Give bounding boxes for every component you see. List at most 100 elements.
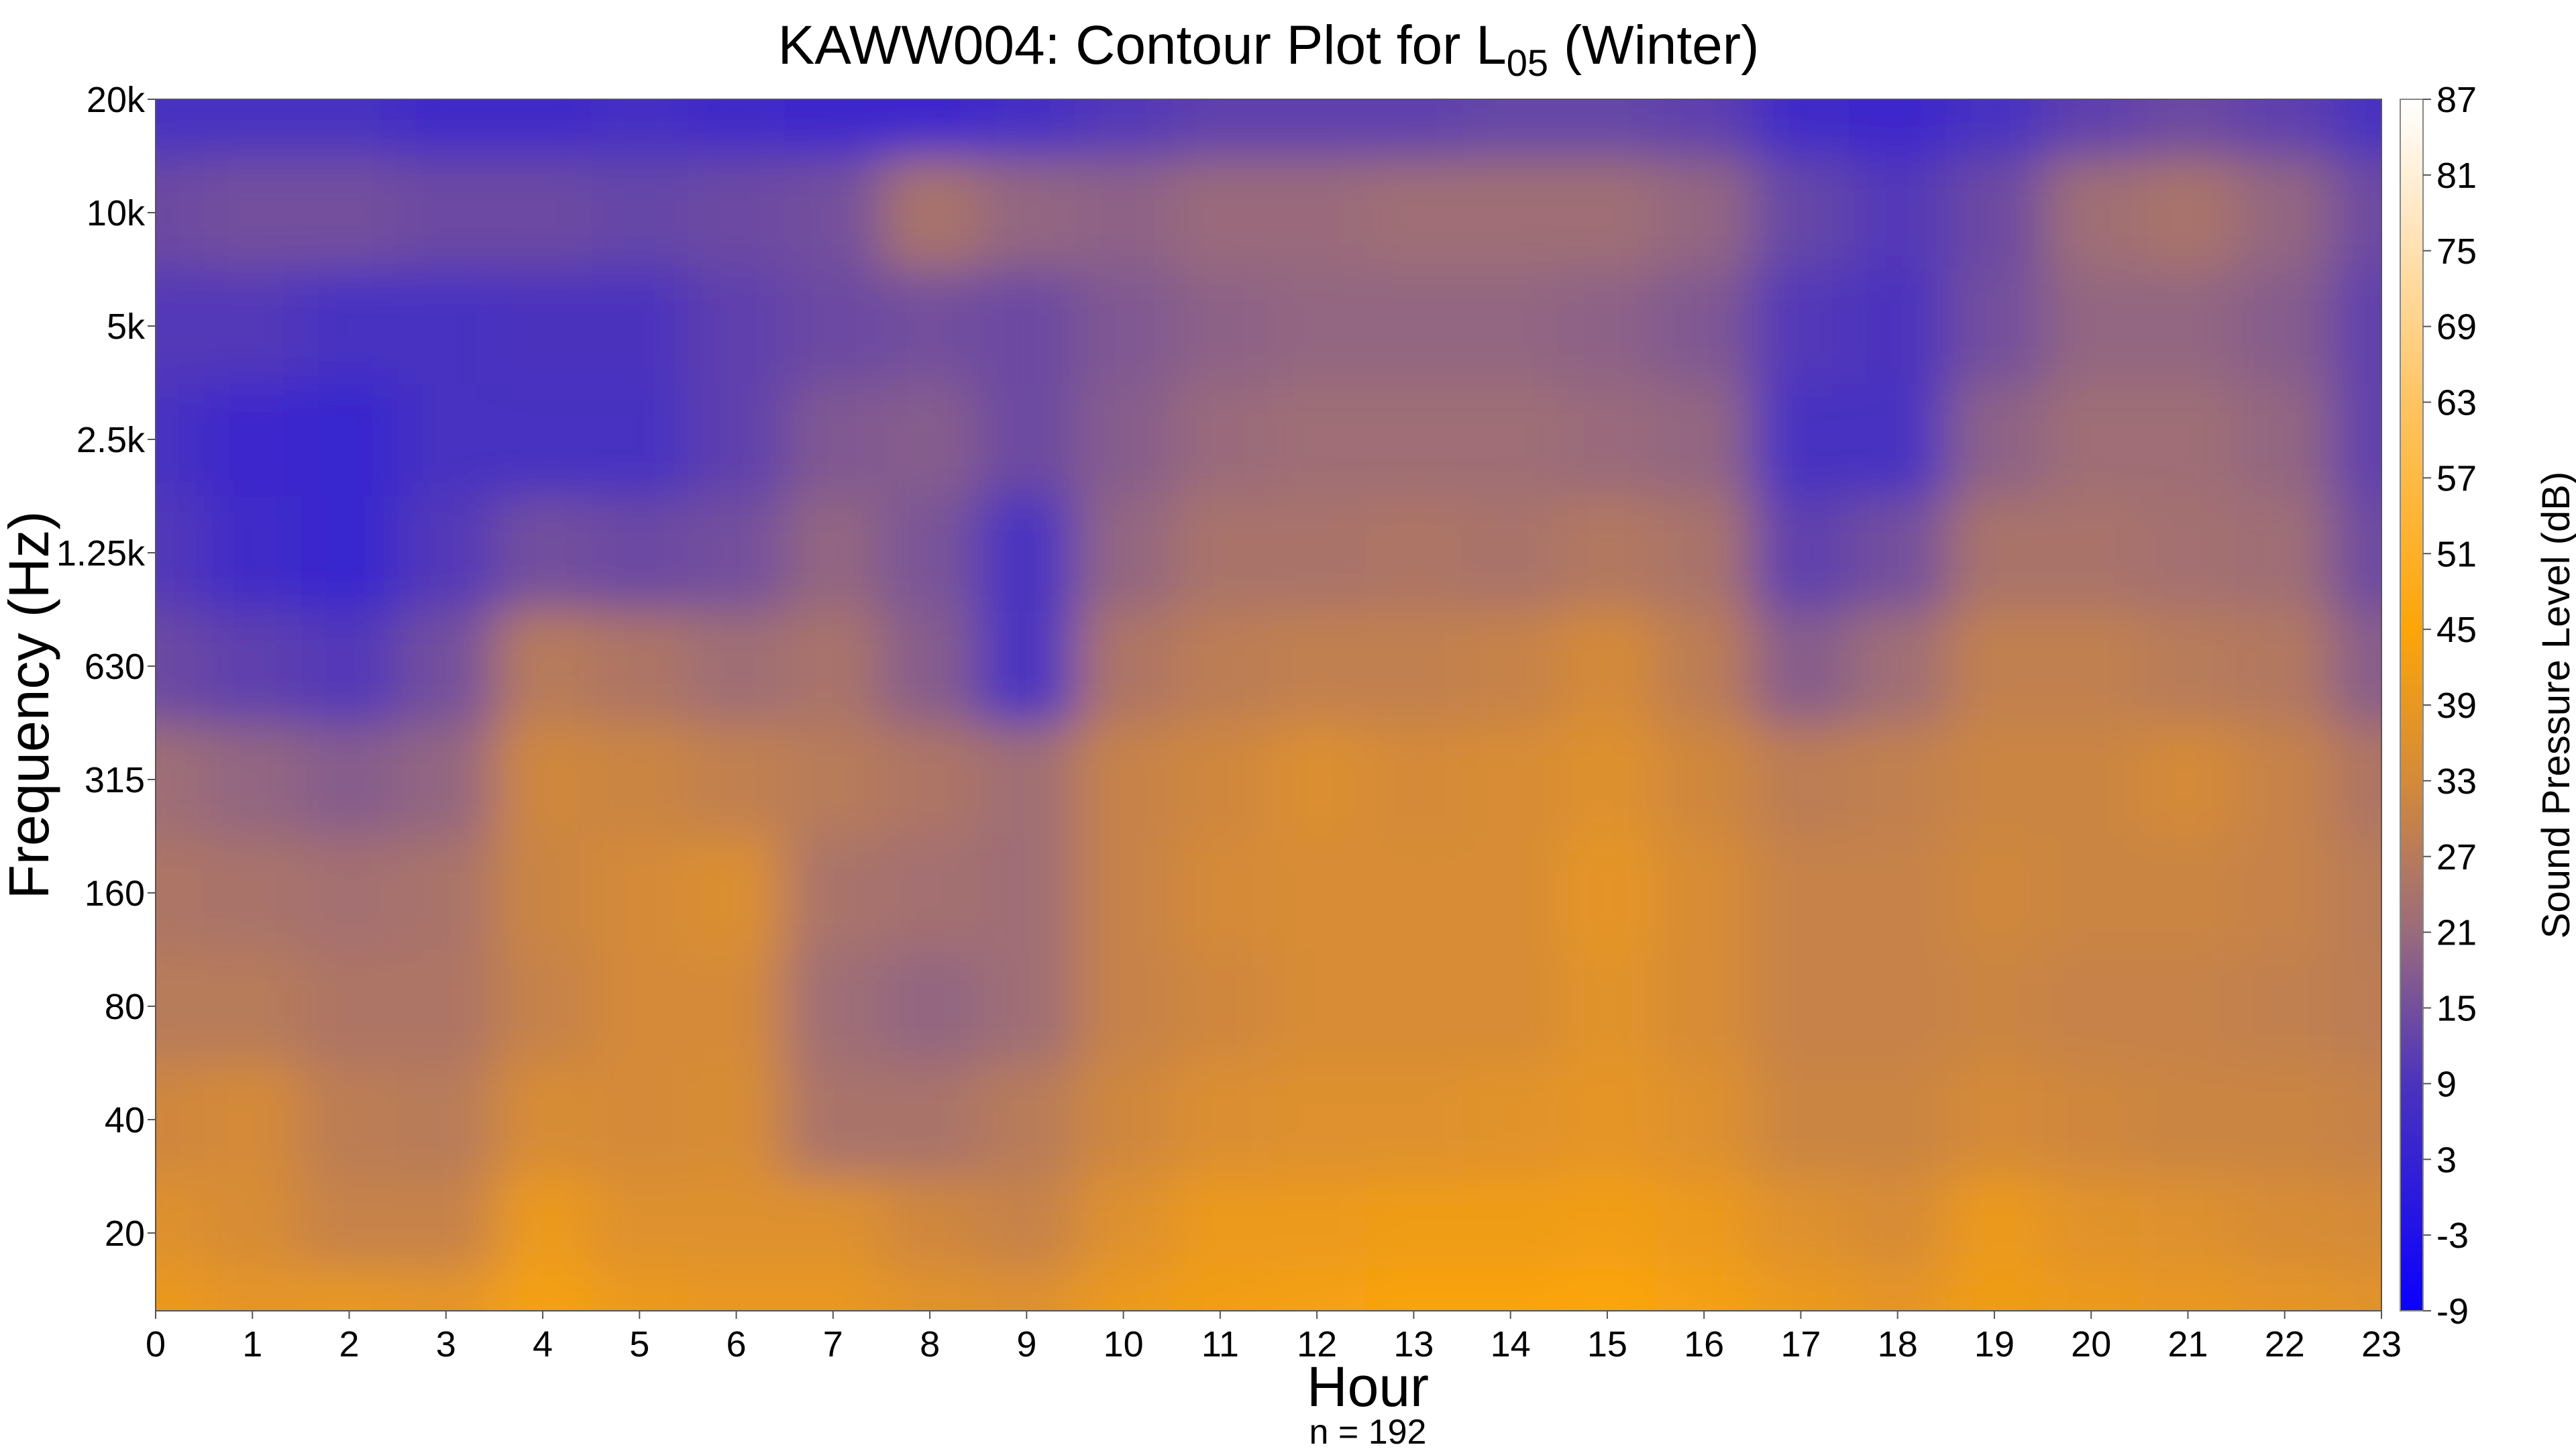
x-tick-label: 9 [1016,1324,1036,1364]
heat-cell [1558,99,1657,157]
heat-cell [881,949,979,1064]
colorbar-tick-label: 87 [2436,80,2477,120]
heat-cell [1171,382,1269,497]
heat-cell [1462,949,1560,1064]
heat-cell [1558,949,1657,1064]
heat-cell [2332,1176,2381,1269]
heat-cell [2139,99,2237,157]
heat-cell [1365,722,1463,837]
heat-cell [204,1176,302,1269]
heat-cell [1075,99,1173,157]
heat-cell [784,836,882,951]
heat-cell [1558,1063,1657,1177]
heat-cell [1849,722,1947,837]
heat-cell [2236,1063,2334,1177]
heat-cell [881,99,979,157]
heat-cell [1945,99,2044,157]
heat-cell [2332,1269,2381,1311]
heat-cell [397,156,495,270]
plot-area [156,99,2381,1311]
heat-cell [397,609,495,724]
heat-cell [397,496,495,610]
heat-cell [301,949,398,1064]
heat-cell [156,99,205,157]
heat-cell [1752,949,1850,1064]
colorbar-tick-label: 51 [2436,534,2477,574]
heat-cell [2332,269,2381,384]
colorbar-tick-label: 45 [2436,610,2477,650]
colorbar-ticks: 87 81 75 69 63 57 51 45 39 33 27 21 15 9 3 -3 -9 [2423,80,2477,1332]
heat-cell [1365,99,1463,157]
x-tick-label: 7 [823,1324,843,1364]
heat-cell [1171,156,1269,270]
heat-cell [591,609,689,724]
heat-cell [1462,609,1560,724]
heat-cell [2332,99,2381,157]
heat-cell [2236,1269,2334,1311]
heat-cell [2332,1063,2381,1177]
heat-cell [1849,836,1947,951]
heat-cell [688,836,786,951]
heat-cell [1075,269,1173,384]
heat-cell [156,1176,205,1269]
heat-cell [978,1176,1076,1269]
heat-cell [1365,269,1463,384]
heat-cell [1462,99,1560,157]
heat-cell [156,1269,205,1311]
heat-cell [156,496,205,610]
heat-cell [1945,1269,2044,1311]
heat-cell [1558,836,1657,951]
heat-cell [2139,496,2237,610]
heat-cell [1075,156,1173,270]
heat-cell [397,722,495,837]
x-tick-label: 13 [1393,1324,1434,1364]
heat-cell [2043,1063,2141,1177]
heat-cell [1365,156,1463,270]
heat-cell [881,609,979,724]
heat-cell [156,156,205,270]
heat-cell [156,949,205,1064]
colorbar-tick-label: 21 [2436,913,2477,953]
heat-cell [397,99,495,157]
heat-cell [1365,496,1463,610]
x-tick-label: 18 [1878,1324,1918,1364]
heat-cell [1462,496,1560,610]
heat-cell [591,269,689,384]
heat-cell [301,836,398,951]
y-tick-label: 160 [85,873,145,914]
colorbar-tick-label: 27 [2436,837,2477,877]
heat-cell [301,496,398,610]
heat-cell [2236,609,2334,724]
heat-cell [591,99,689,157]
colorbar-tick-label: 69 [2436,307,2477,347]
heat-cell [1462,1063,1560,1177]
heat-cell [591,1176,689,1269]
heat-cell [156,609,205,724]
heat-cell [1656,496,1754,610]
heat-cell [1752,496,1850,610]
heat-cell [204,609,302,724]
heat-cell [1171,1176,1269,1269]
heat-cell [1752,1063,1850,1177]
heat-cell [1945,382,2044,497]
heat-cell [688,99,786,157]
y-axis-ticks: 20 40 80 160 315 630 1.25k 2.5k 5k 10k 20k [56,80,156,1254]
colorbar-tick-label: 33 [2436,761,2477,802]
heat-cell [397,269,495,384]
heat-cell [156,269,205,384]
heat-cell [881,496,979,610]
heat-cell [1365,1269,1463,1311]
x-tick-label: 16 [1684,1324,1724,1364]
heat-cell [1849,269,1947,384]
heat-cell [784,722,882,837]
heat-cell [1849,156,1947,270]
colorbar-label: Sound Pressure Level (dB) [2534,472,2576,938]
x-tick-label: 11 [1201,1324,1239,1364]
x-tick-label: 6 [727,1324,747,1364]
x-tick-label: 4 [533,1324,553,1364]
heat-cell [1752,1176,1850,1269]
heat-cell [1558,382,1657,497]
heat-cell [784,949,882,1064]
heat-cell [1849,496,1947,610]
